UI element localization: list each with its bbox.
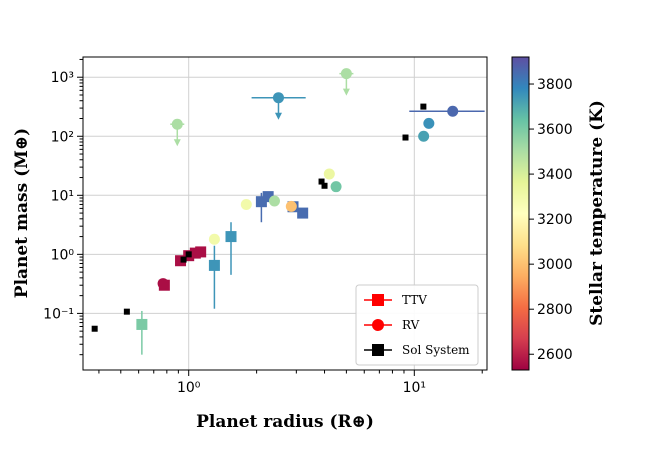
colorbar-tick-label: 2800 xyxy=(537,302,573,318)
upper-limit-arrowhead xyxy=(274,112,282,120)
rv-point xyxy=(447,105,459,117)
axis-ticks: 10⁰ 10¹ 10⁻¹ 10⁰ 10¹ 10² 10³ xyxy=(43,58,483,396)
rv-point xyxy=(323,168,335,180)
ttv-point xyxy=(175,255,187,267)
legend-box xyxy=(355,284,479,366)
sol-system-point xyxy=(91,325,98,332)
y-axis-label: Planet mass (M⊕) xyxy=(12,128,32,298)
rv-point xyxy=(423,117,435,129)
legend-label: TTV xyxy=(402,293,427,307)
x-tick-label: 10¹ xyxy=(403,380,426,396)
sol-system-point xyxy=(420,103,427,110)
upper-limit-arrowhead xyxy=(173,139,181,147)
x-axis-label: Planet radius (R⊕) xyxy=(196,412,374,432)
legend-marker xyxy=(372,344,384,356)
colorbar-tick-label: 3000 xyxy=(537,257,573,273)
rv-point xyxy=(240,198,252,210)
y-tick-label: 10³ xyxy=(51,70,74,86)
rv-point xyxy=(330,181,342,193)
data-points xyxy=(91,68,485,355)
ttv-point xyxy=(208,259,220,271)
rv-point xyxy=(418,130,430,142)
sol-system-point xyxy=(402,134,409,141)
rv-point xyxy=(285,200,297,212)
ttv-point xyxy=(255,196,267,208)
y-tick-label: 10¹ xyxy=(51,188,74,204)
colorbar-tick-label: 2600 xyxy=(537,347,573,363)
rv-point xyxy=(208,233,220,245)
ttv-point xyxy=(297,207,309,219)
colorbar: 2600 2800 3000 3200 3400 3600 3800 xyxy=(511,56,573,371)
colorbar-label: Stellar temperature (K) xyxy=(587,100,607,326)
y-tick-label: 10⁰ xyxy=(51,247,75,263)
y-tick-label: 10⁻¹ xyxy=(43,306,74,322)
legend-label: RV xyxy=(402,318,420,332)
rv-point xyxy=(340,68,352,80)
sol-system-point xyxy=(180,256,187,263)
sol-system-point xyxy=(321,182,328,189)
plot-area-frame xyxy=(82,56,488,371)
rv-point xyxy=(157,278,169,290)
ttv-point xyxy=(262,191,274,203)
rv-point xyxy=(171,118,183,130)
legend-marker xyxy=(372,294,384,306)
colorbar-tick-label: 3600 xyxy=(537,122,573,138)
sol-system-point xyxy=(185,251,192,258)
colorbar-tick-label: 3400 xyxy=(537,167,573,183)
colorbar-bar xyxy=(511,56,530,371)
upper-limit-arrowhead xyxy=(342,88,350,96)
y-tick-label: 10² xyxy=(51,129,74,145)
ttv-point xyxy=(136,318,148,330)
rv-point xyxy=(272,92,284,104)
grid-lines xyxy=(83,57,487,370)
ttv-point xyxy=(225,231,237,243)
sol-system-point xyxy=(123,308,130,315)
colorbar-tick-label: 3800 xyxy=(537,77,573,93)
sol-system-point xyxy=(318,178,325,185)
legend: TTV RV Sol System xyxy=(355,284,479,366)
legend-label: Sol System xyxy=(402,343,470,357)
legend-marker xyxy=(372,319,384,331)
x-tick-label: 10⁰ xyxy=(177,380,201,396)
ttv-point xyxy=(195,246,207,258)
colorbar-tick-label: 3200 xyxy=(537,212,573,228)
rv-point xyxy=(268,195,280,207)
